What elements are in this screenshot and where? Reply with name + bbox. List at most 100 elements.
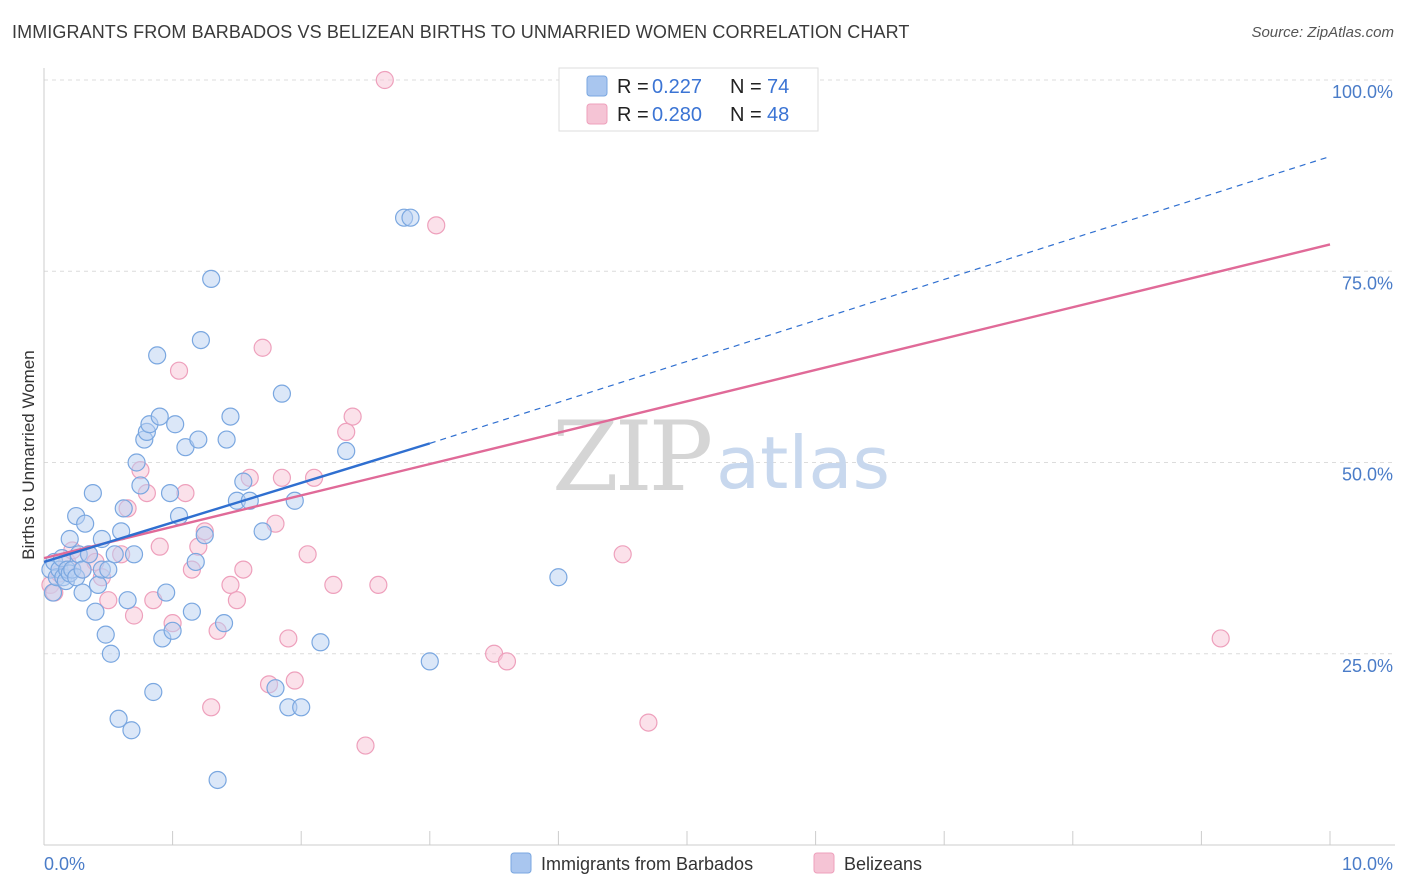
- belizeans-point: [298, 545, 317, 564]
- belizeans-point: [375, 70, 394, 90]
- y-tick-labels: 100.0% 75.0% 50.0% 25.0%: [1332, 82, 1393, 676]
- legend-swatch-pink: [586, 103, 608, 125]
- barbados-point: [202, 269, 221, 288]
- barbados-point: [292, 698, 311, 717]
- x-tick-label-min: 0.0%: [44, 854, 85, 874]
- belizeans-point: [124, 606, 144, 625]
- belizeans-point: [285, 671, 304, 690]
- belizeans-point: [176, 484, 195, 503]
- legend-r-label-1: R =: [617, 76, 649, 98]
- source-label: Source: ZipAtlas.com: [1251, 24, 1394, 41]
- barbados-point: [127, 453, 146, 472]
- belizeans-point: [234, 560, 253, 579]
- legend-n-label-1: N =: [730, 76, 762, 98]
- barbados-point: [160, 484, 180, 503]
- y-tick-label-0: 100.0%: [1332, 82, 1393, 102]
- barbados-point: [73, 560, 92, 579]
- legend-n-label-2: N =: [730, 104, 762, 126]
- y-tick-label-2: 50.0%: [1342, 465, 1393, 485]
- belizeans-point: [369, 575, 388, 595]
- barbados-point: [131, 476, 150, 495]
- barbados-point: [118, 591, 137, 610]
- barbados-point: [73, 583, 92, 602]
- barbados-point: [157, 583, 176, 602]
- belizeans-point: [639, 713, 658, 732]
- barbados-point: [144, 682, 163, 702]
- barbados-point: [420, 652, 439, 671]
- barbados-point: [114, 499, 133, 518]
- y-tick-label-1: 75.0%: [1342, 273, 1393, 293]
- barbados-point: [217, 430, 236, 449]
- barbados-trend-extension: [429, 155, 1331, 444]
- bottom-legend-label-belizeans: Belizeans: [844, 854, 922, 874]
- barbados-point: [234, 472, 253, 491]
- barbados-point: [214, 614, 234, 633]
- legend-swatch-blue: [586, 75, 608, 97]
- barbados-point: [189, 430, 208, 449]
- belizeans-point: [279, 629, 298, 648]
- barbados-point: [253, 522, 272, 541]
- barbados-point: [266, 679, 285, 698]
- barbados-point: [148, 346, 167, 365]
- belizeans-point: [202, 698, 221, 717]
- legend-r-value-1: 0.227: [652, 76, 702, 98]
- barbados-point: [401, 208, 420, 227]
- barbados-point: [191, 331, 210, 350]
- barbados-point: [163, 621, 182, 640]
- bottom-legend-swatch-pink: [813, 852, 835, 874]
- belizeans-point: [337, 422, 356, 441]
- barbados-point: [195, 526, 214, 545]
- belizeans-point: [613, 545, 632, 564]
- barbados-point: [166, 415, 185, 434]
- barbados-trend-line: [43, 442, 431, 564]
- barbados-point: [122, 721, 141, 740]
- watermark-atlas: atlas: [716, 421, 890, 505]
- y-axis-label: Births to Unmarried Women: [19, 350, 38, 559]
- barbados-point: [311, 633, 330, 652]
- belizeans-point: [227, 591, 246, 610]
- barbados-point: [221, 407, 240, 426]
- barbados-point: [337, 441, 356, 461]
- trend-lines: [43, 155, 1331, 564]
- barbados-point: [150, 407, 169, 426]
- watermark: ZIP atlas: [552, 401, 890, 513]
- bottom-legend: Immigrants from Barbados Belizeans: [510, 852, 922, 874]
- belizeans-point: [497, 652, 517, 671]
- barbados-point: [186, 552, 205, 572]
- watermark-zip: ZIP: [552, 401, 711, 513]
- barbados-point: [109, 709, 128, 728]
- barbados-point: [208, 770, 227, 790]
- belizeans-point: [150, 537, 169, 556]
- barbados-point: [105, 545, 124, 564]
- barbados-point: [549, 568, 568, 587]
- belizeans-point: [427, 216, 446, 235]
- barbados-point: [124, 545, 144, 564]
- bottom-legend-label-barbados: Immigrants from Barbados: [541, 854, 753, 874]
- barbados-points: [41, 208, 568, 790]
- barbados-point: [99, 560, 118, 579]
- belizeans-point: [253, 338, 272, 357]
- belizeans-point: [169, 361, 189, 380]
- x-tick-label-max: 10.0%: [1342, 854, 1393, 874]
- legend-box: R = 0.227 N = 74 R = 0.280 N = 48: [558, 67, 819, 132]
- belizeans-point: [343, 407, 362, 426]
- y-tick-label-3: 25.0%: [1342, 656, 1393, 676]
- barbados-point: [272, 384, 292, 403]
- barbados-point: [96, 625, 115, 644]
- chart-title: IMMIGRANTS FROM BARBADOS VS BELIZEAN BIR…: [12, 22, 910, 42]
- barbados-point: [86, 602, 105, 621]
- barbados-point: [101, 644, 120, 663]
- axes: [43, 68, 1395, 846]
- barbados-point: [182, 602, 201, 621]
- bottom-legend-swatch-blue: [510, 852, 532, 874]
- legend-n-value-1: 74: [767, 76, 789, 98]
- belizeans-point: [1211, 629, 1230, 648]
- barbados-point: [83, 484, 102, 503]
- belizeans-point: [272, 468, 292, 487]
- belizeans-point: [221, 575, 240, 595]
- barbados-point: [60, 529, 79, 549]
- barbados-point: [76, 514, 95, 533]
- belizeans-point: [99, 591, 118, 610]
- barbados-point: [88, 575, 108, 595]
